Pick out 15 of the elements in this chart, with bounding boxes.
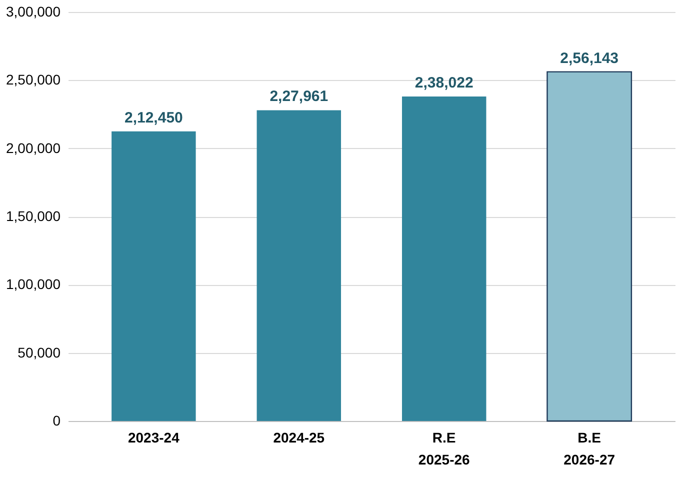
y-tick-label: 2,50,000 (6, 72, 61, 88)
data-label: 2,12,450 (124, 109, 183, 126)
y-tick-label: 2,00,000 (6, 140, 61, 156)
y-tick-label: 1,00,000 (6, 276, 61, 292)
data-label: 2,27,961 (270, 88, 328, 106)
data-label: 2,38,022 (414, 74, 474, 92)
x-tick-label: 2023-24 (128, 430, 180, 446)
x-tick-label: 2024-25 (273, 430, 325, 446)
y-tick-label: 3,00,000 (6, 4, 61, 20)
x-tick-label: R.E 2025-26 (418, 430, 470, 468)
y-tick-label: 1,50,000 (6, 208, 61, 224)
data-label: 2,56,143 (560, 50, 619, 67)
y-tick-label: 0 (52, 412, 61, 428)
x-tick-label: B.E 2026-27 (564, 430, 616, 468)
y-tick-label: 50,000 (18, 344, 61, 360)
